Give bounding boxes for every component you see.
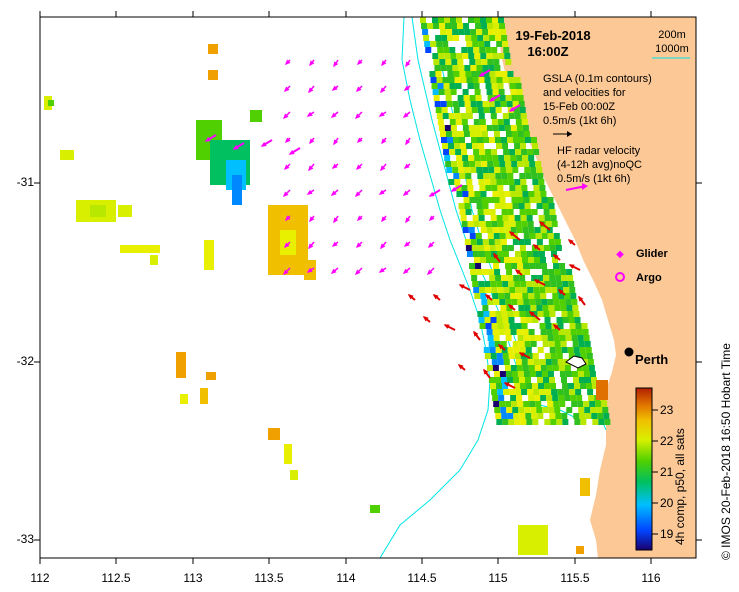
map-time: 16:00Z (527, 44, 568, 59)
x-tick-label: 116 (641, 571, 660, 585)
colorbar-tick-label: 20 (660, 496, 674, 510)
axis-ticks (34, 11, 702, 564)
rottnest-island (565, 355, 587, 369)
x-tick-label: 113.5 (254, 571, 283, 585)
depth-legend-200m: 200m (658, 29, 686, 41)
colorbar-tick-label: 19 (660, 527, 674, 541)
map-date: 19-Feb-2018 (515, 28, 590, 43)
credit-text: © IMOS 20-Feb-2018 16:50 Hobart Time (719, 343, 733, 560)
gsla-legend-scale: 0.5m/s (1kt 6h) (543, 115, 616, 127)
colorbar-ticks (652, 409, 658, 535)
colorbar-tick-label: 22 (660, 434, 674, 448)
hf-legend-scale: 0.5m/s (1kt 6h) (557, 173, 630, 185)
colorbar (635, 387, 653, 551)
glider-icon: ◆ (616, 249, 624, 260)
perth-marker-icon (624, 347, 634, 357)
gsla-scale-arrow (553, 131, 572, 137)
gsla-legend-line2: and velocities for (543, 87, 626, 99)
hf-radar-velocity-vectors (407, 221, 586, 389)
x-tick-label: 115 (488, 571, 507, 585)
colorbar-tick-label: 23 (660, 403, 674, 417)
x-tick-label: 114.5 (407, 571, 436, 585)
x-tick-label: 114 (336, 571, 355, 585)
x-tick-label: 115.5 (560, 571, 589, 585)
hf-legend-line1: HF radar velocity (557, 145, 641, 157)
glider-label: Glider (636, 248, 669, 260)
plot-frame (39, 16, 697, 559)
hf-scale-arrow (565, 183, 588, 191)
depth-legend-1000m: 1000m (655, 43, 689, 55)
x-tick-label: 112.5 (101, 571, 130, 585)
contour-1000m (379, 17, 491, 558)
x-tick-label: 112 (30, 571, 49, 585)
argo-label: Argo (636, 272, 662, 284)
x-tick-label: 113 (183, 571, 202, 585)
argo-icon (615, 272, 625, 282)
hf-legend-line2: (4-12h avg)noQC (557, 159, 642, 171)
perth-label: Perth (635, 352, 668, 367)
gsla-legend-line3: 15-Feb 00:00Z (543, 101, 615, 113)
gsla-velocity-vectors (204, 59, 521, 276)
y-tick-label: -31 (17, 175, 35, 189)
y-tick-label: -33 (17, 532, 35, 546)
colorbar-tick-label: 21 (660, 465, 674, 479)
y-tick-label: -32 (17, 354, 35, 368)
colorbar-label: 4h comp, p50, all sats (673, 428, 687, 545)
gsla-legend-line1: GSLA (0.1m contours) (543, 73, 652, 85)
